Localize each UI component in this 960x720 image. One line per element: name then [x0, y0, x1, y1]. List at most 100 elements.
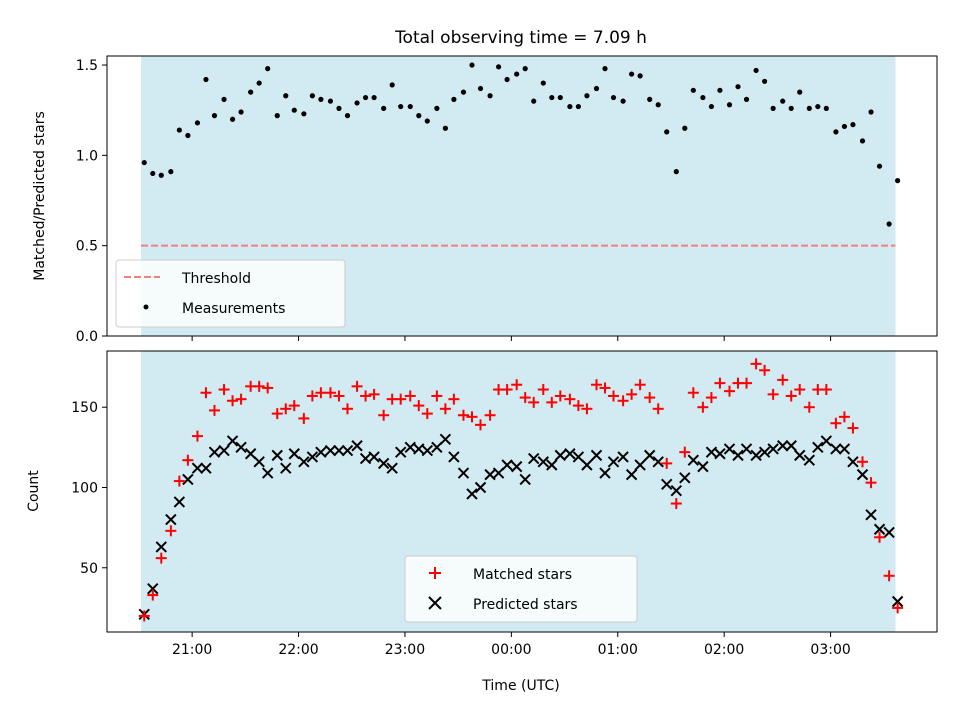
predicted-point — [670, 484, 683, 497]
predicted-point — [564, 448, 576, 460]
predicted-point — [147, 582, 159, 595]
bottom-y-axis-label: Count — [26, 470, 42, 512]
measurement-point — [886, 221, 892, 227]
measurement-point — [398, 103, 404, 110]
predicted-point — [643, 449, 656, 462]
predicted-point — [740, 443, 753, 455]
measurement-point — [531, 98, 537, 104]
measurement-point — [318, 96, 324, 102]
predicted-legend-label: Predicted stars — [473, 597, 578, 613]
matched-point — [298, 412, 310, 424]
predicted-point — [439, 433, 452, 446]
matched-point — [182, 454, 194, 466]
predicted-point — [253, 456, 265, 468]
predicted-point — [617, 451, 629, 463]
measurement-point — [522, 66, 528, 72]
predicted-point — [519, 473, 531, 486]
predicted-point — [421, 444, 434, 457]
measurement-point — [540, 80, 546, 86]
predicted-point — [226, 435, 239, 447]
predicted-point — [820, 435, 833, 447]
predicted-point — [803, 454, 816, 466]
predicted-point — [351, 440, 363, 452]
predicted-point — [484, 468, 496, 481]
matched-legend-label: Matched stars — [473, 567, 572, 583]
x-tick-label: 00:00 — [491, 642, 531, 658]
measurement-point — [291, 107, 297, 113]
x-tick-label: 21:00 — [172, 642, 212, 658]
matched-point — [378, 409, 390, 421]
matched-point — [820, 384, 832, 396]
measurement-point — [221, 96, 227, 102]
top-y-tick-label: 1.5 — [76, 58, 98, 74]
matched-point — [138, 610, 150, 622]
measurement-point — [780, 98, 786, 104]
predicted-point — [776, 440, 789, 452]
measurement-point — [629, 71, 635, 77]
predicted-point — [191, 462, 204, 474]
matched-point — [741, 377, 753, 389]
matched-point — [883, 570, 895, 582]
predicted-point — [200, 462, 212, 474]
predicted-point — [315, 446, 327, 458]
matched-point — [457, 409, 469, 421]
matched-point — [235, 393, 247, 405]
measurement-point — [301, 111, 307, 117]
matched-point — [341, 403, 353, 415]
measurement-point — [610, 94, 617, 101]
matched-point — [546, 396, 558, 408]
measurement-point — [434, 105, 440, 111]
predicted-point — [413, 443, 425, 455]
predicted-point — [386, 462, 398, 474]
matched-point — [368, 388, 380, 400]
matched-point — [404, 390, 416, 402]
matched-point — [413, 400, 425, 412]
predicted-point — [466, 488, 478, 500]
predicted-point — [155, 541, 167, 553]
predicted-point — [838, 443, 851, 455]
matched-point — [626, 388, 638, 400]
measurement-point — [735, 84, 741, 90]
measurement-point — [416, 113, 422, 119]
bottom-y-tick-label: 100 — [71, 480, 98, 496]
matched-point — [617, 395, 629, 407]
predicted-point — [634, 459, 646, 471]
bottom-y-tick-label: 50 — [80, 561, 98, 577]
measurement-point — [158, 172, 164, 178]
matched-point — [173, 475, 185, 487]
predicted-point — [261, 467, 274, 479]
measurement-point — [567, 103, 573, 110]
measurement-point — [584, 93, 590, 99]
matched-point — [475, 419, 486, 431]
matched-point — [857, 456, 869, 468]
predicted-point — [687, 454, 700, 466]
predicted-point — [599, 467, 611, 479]
measurement-point — [557, 94, 563, 101]
matched-point — [431, 390, 443, 402]
predicted-point — [280, 462, 292, 474]
matched-point — [253, 380, 265, 392]
matched-point — [803, 401, 815, 413]
matched-point — [874, 531, 886, 543]
predicted-point — [510, 460, 523, 473]
measurement-point — [495, 64, 502, 70]
top-legend-box — [115, 259, 346, 328]
matched-point — [724, 385, 735, 397]
bottom-axis-ticks: 50 100 150 21:00 22:00 23:00 00:00 01:00 02:00 03… — [71, 400, 851, 658]
matched-point — [608, 390, 620, 402]
measurement-point — [753, 67, 759, 74]
measurement-point — [833, 129, 839, 135]
matched-point — [670, 498, 682, 510]
measurement-point — [549, 94, 555, 101]
predicted-point — [679, 472, 691, 484]
measurement-point — [354, 100, 360, 106]
measurement-point — [460, 89, 467, 95]
matched-point — [564, 393, 576, 405]
measurement-point — [770, 105, 776, 111]
x-axis-label: Time (UTC) — [481, 678, 559, 694]
matched-legend-swatch — [429, 567, 441, 579]
top-legend: Threshold Measurements — [115, 259, 346, 328]
matched-point — [838, 411, 850, 423]
predicted-point — [607, 456, 620, 468]
matched-point — [572, 400, 584, 412]
